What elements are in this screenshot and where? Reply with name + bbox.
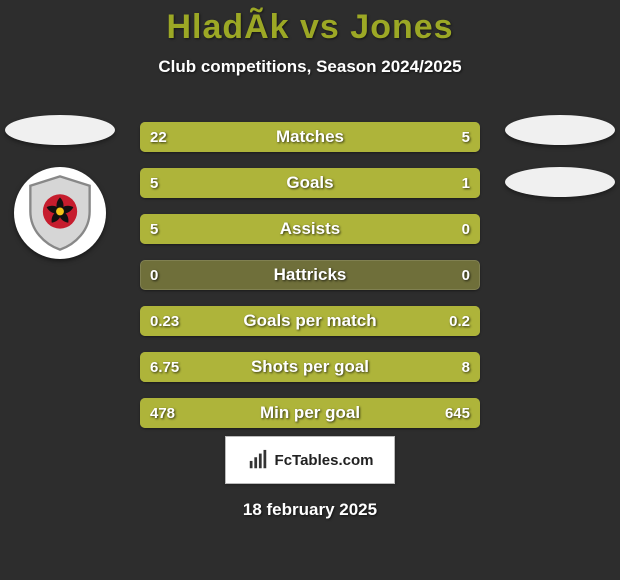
- stat-value-right: 0: [462, 260, 470, 290]
- stat-row: 225Matches: [140, 122, 480, 152]
- left-player-column: [5, 115, 115, 259]
- stat-row: 0.230.2Goals per match: [140, 306, 480, 336]
- right-player-column: [505, 115, 615, 219]
- stat-fill-left: [140, 214, 480, 244]
- branding-text: FcTables.com: [275, 452, 374, 469]
- stat-value-right: 8: [462, 352, 470, 382]
- stat-row: 51Goals: [140, 168, 480, 198]
- stat-value-right: 0: [462, 214, 470, 244]
- stat-value-left: 5: [150, 168, 158, 198]
- stat-fill-left: [140, 168, 419, 198]
- player-oval-placeholder: [505, 115, 615, 145]
- stat-value-right: 1: [462, 168, 470, 198]
- branding-box: FcTables.com: [225, 436, 395, 484]
- stat-row: 6.758Shots per goal: [140, 352, 480, 382]
- stat-value-left: 22: [150, 122, 167, 152]
- stat-row: 0 0Hattricks: [140, 260, 480, 290]
- stat-fill-left: [140, 122, 412, 152]
- stat-value-right: 645: [445, 398, 470, 428]
- club-badge-left: [14, 167, 106, 259]
- stat-label: Hattricks: [140, 260, 480, 290]
- stat-value-left: 0.23: [150, 306, 179, 336]
- date-label: 18 february 2025: [0, 500, 620, 520]
- stat-fill-right: [296, 352, 480, 382]
- subtitle: Club competitions, Season 2024/2025: [0, 57, 620, 77]
- shield-icon: [21, 174, 99, 252]
- chart-icon: [247, 449, 269, 471]
- stat-row: 478645Min per goal: [140, 398, 480, 428]
- stat-value-left: 6.75: [150, 352, 179, 382]
- stat-value-right: 0.2: [449, 306, 470, 336]
- stats-bar-chart: 225Matches51Goals50Assists00Hattricks0.2…: [140, 122, 480, 444]
- stat-row: 50Assists: [140, 214, 480, 244]
- player-oval-placeholder: [505, 167, 615, 197]
- stat-value-left: 478: [150, 398, 175, 428]
- stat-fill-right: [419, 168, 480, 198]
- stat-value-left: 0: [150, 260, 158, 290]
- page-title: HladÃ­k vs Jones: [0, 0, 620, 47]
- stat-value-right: 5: [462, 122, 470, 152]
- stat-value-left: 5: [150, 214, 158, 244]
- player-oval-placeholder: [5, 115, 115, 145]
